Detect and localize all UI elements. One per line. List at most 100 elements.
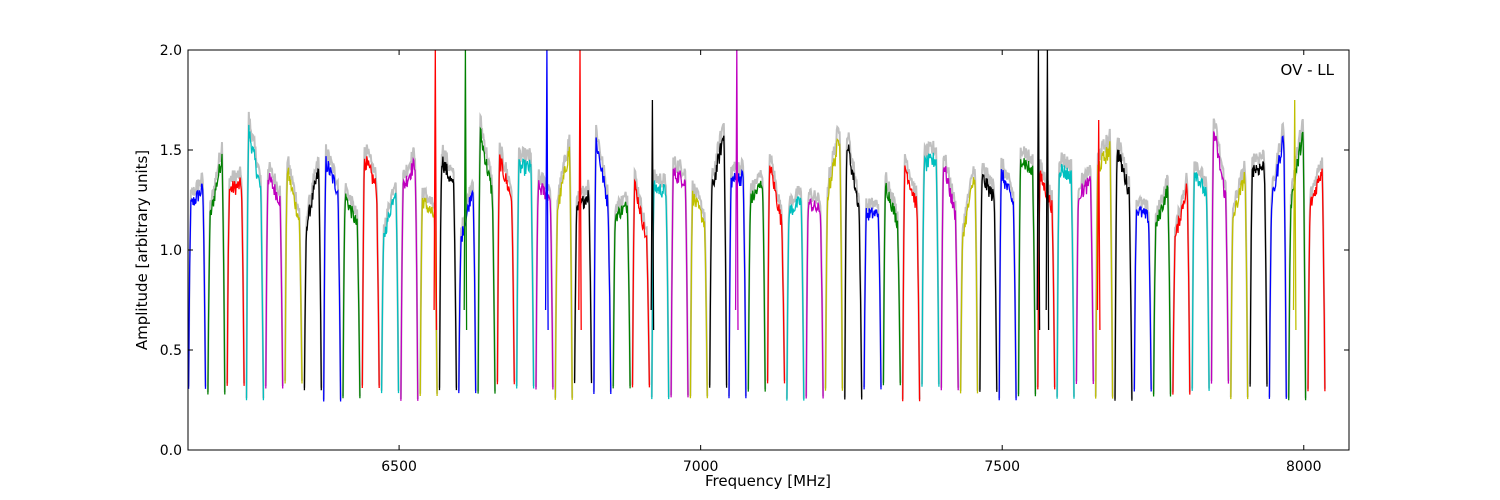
band-series-line bbox=[959, 177, 979, 394]
band-series-line bbox=[786, 196, 805, 401]
band-series-line bbox=[593, 137, 612, 395]
x-tick-label: 6500 bbox=[381, 459, 417, 475]
x-tick-label: 7000 bbox=[683, 459, 719, 475]
background-series-line bbox=[747, 170, 767, 390]
band-series-line bbox=[998, 169, 1017, 401]
background-series-line bbox=[1017, 146, 1037, 395]
background-series-line bbox=[959, 166, 979, 392]
band-series-line bbox=[1075, 176, 1094, 385]
background-series-line bbox=[399, 147, 419, 400]
band-series-line bbox=[188, 183, 207, 389]
background-series-line bbox=[1114, 137, 1133, 399]
tick-layer: 6500 7000 7500 8000 0.0 0.5 1.0 1.5 2.0 bbox=[160, 43, 1349, 475]
band-series-line bbox=[921, 152, 940, 387]
band-series-line bbox=[1268, 135, 1287, 399]
band-series-line bbox=[361, 156, 380, 389]
band-series-line bbox=[265, 173, 284, 389]
background-series-line bbox=[940, 154, 960, 388]
background-series-line bbox=[612, 191, 632, 387]
band-series-line bbox=[245, 124, 265, 401]
band-series-line bbox=[226, 177, 245, 386]
band-series-line bbox=[689, 190, 708, 399]
band-series-line bbox=[303, 168, 322, 391]
band-series-line bbox=[1307, 168, 1326, 392]
band-series-line bbox=[516, 158, 535, 389]
band-series-line bbox=[458, 189, 477, 394]
background-series-line bbox=[1133, 194, 1153, 390]
band-series-line bbox=[284, 167, 303, 384]
background-series-line bbox=[380, 182, 400, 391]
band-series-line bbox=[631, 178, 651, 388]
band-series-line bbox=[882, 182, 901, 386]
background-series-line bbox=[1171, 172, 1191, 393]
band-series-line bbox=[1017, 158, 1037, 397]
band-series-line bbox=[940, 166, 959, 391]
spike-line bbox=[1036, 50, 1041, 331]
band-series-line bbox=[1114, 149, 1133, 401]
band-series-line bbox=[670, 167, 689, 398]
background-series-line bbox=[1229, 160, 1249, 398]
spike-line bbox=[578, 50, 582, 331]
band-series-line bbox=[747, 180, 766, 392]
band-series-line bbox=[1210, 131, 1230, 384]
background-series-line bbox=[824, 124, 844, 389]
spike-line bbox=[463, 50, 468, 331]
spike-line bbox=[1292, 99, 1297, 331]
background-series-line bbox=[785, 185, 805, 399]
band-series-line bbox=[979, 173, 998, 392]
background-series-line bbox=[708, 122, 728, 386]
background-series-line bbox=[457, 178, 477, 391]
background-series-line bbox=[921, 140, 940, 385]
spike-line bbox=[1045, 50, 1050, 331]
y-tick-label: 1.0 bbox=[160, 243, 182, 259]
background-series-line bbox=[1191, 161, 1211, 389]
band-series-line bbox=[612, 201, 631, 389]
band-series-line bbox=[1249, 161, 1268, 387]
band-series-line bbox=[1152, 185, 1172, 397]
y-tick-label: 0.0 bbox=[160, 443, 182, 459]
band-series-line bbox=[863, 207, 882, 390]
background-series-line bbox=[1152, 174, 1172, 395]
band-series-line bbox=[1230, 171, 1249, 400]
spike-line bbox=[433, 50, 438, 331]
band-series-line bbox=[1133, 205, 1152, 392]
background-series-line bbox=[188, 172, 207, 387]
spike-line bbox=[650, 99, 655, 331]
band-series-line bbox=[380, 192, 400, 394]
y-tick-label: 2.0 bbox=[160, 43, 182, 59]
background-series-line bbox=[631, 166, 651, 385]
band-series-line bbox=[902, 165, 921, 402]
band-series-line bbox=[1172, 183, 1191, 395]
background-series-line bbox=[206, 142, 226, 393]
band-series-line bbox=[400, 156, 419, 401]
band-series-line bbox=[709, 135, 728, 388]
band-series-line bbox=[766, 165, 786, 384]
series-layer bbox=[188, 50, 1326, 402]
background-series-line bbox=[573, 179, 593, 381]
background-series-line bbox=[650, 169, 670, 398]
background-series-line bbox=[515, 145, 535, 387]
background-series-line bbox=[843, 132, 863, 398]
background-series-line bbox=[438, 144, 458, 388]
annotation-label: OV - LL bbox=[1281, 61, 1335, 79]
band-series-line bbox=[207, 153, 226, 395]
band-series-line bbox=[805, 198, 824, 399]
background-series-line bbox=[805, 187, 825, 397]
background-series-line bbox=[1056, 152, 1075, 397]
band-series-line bbox=[1056, 163, 1075, 399]
band-series-line bbox=[535, 180, 554, 390]
background-series-line bbox=[670, 156, 689, 396]
band-series-line bbox=[342, 193, 361, 399]
background-series-line bbox=[554, 134, 574, 398]
y-tick-label: 0.5 bbox=[160, 343, 182, 359]
spike-line bbox=[1096, 119, 1101, 331]
band-series-line bbox=[651, 180, 670, 400]
band-series-line bbox=[1191, 171, 1210, 391]
spike-line bbox=[544, 50, 549, 331]
band-series-line bbox=[844, 144, 863, 400]
x-axis-label: Frequency [MHz] bbox=[705, 472, 831, 490]
background-series-line bbox=[284, 156, 303, 381]
band-series-line bbox=[1288, 131, 1307, 401]
y-tick-label: 1.5 bbox=[160, 143, 182, 159]
